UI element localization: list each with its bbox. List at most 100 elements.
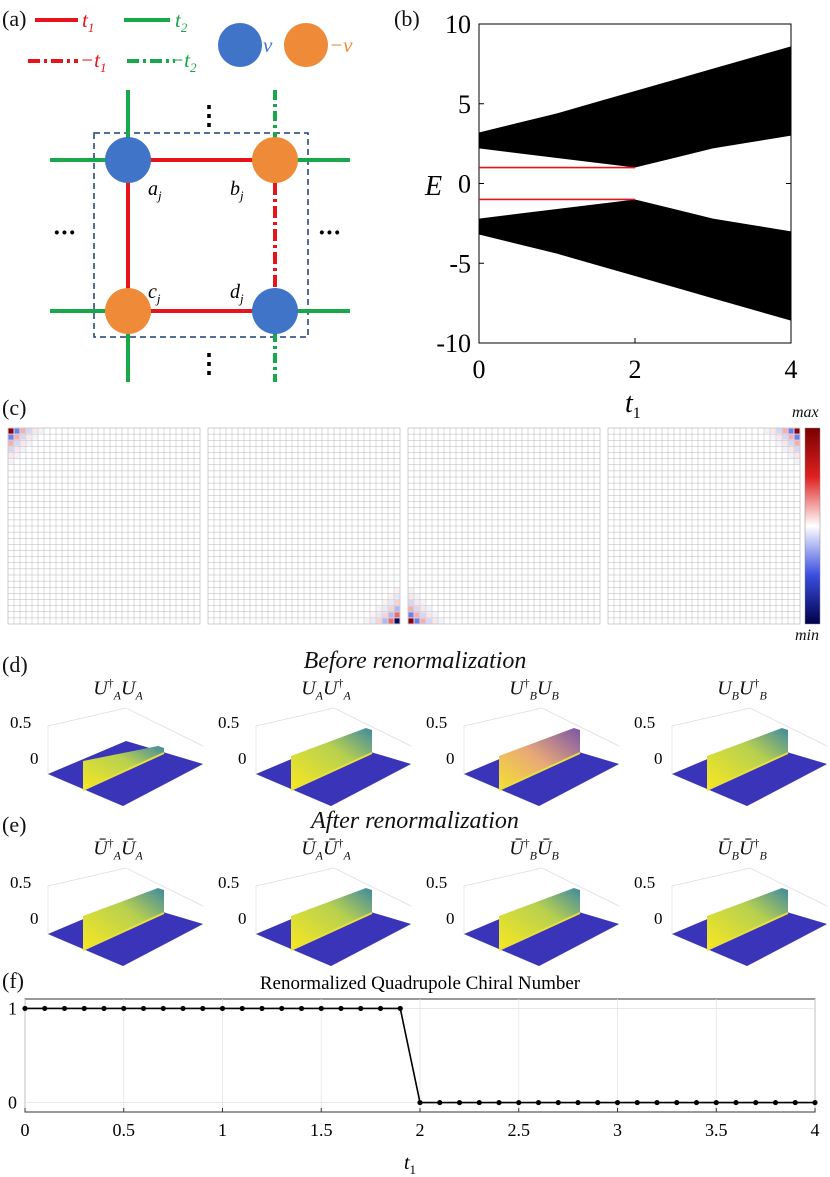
z-tick-label: 0: [30, 909, 39, 928]
heading-after: After renormalization: [311, 808, 519, 834]
chiral-x-tick-label: 0: [21, 1120, 30, 1140]
colorbar-min-label: min: [795, 627, 819, 644]
density-cell: [414, 593, 420, 599]
surface-floor: [256, 741, 411, 806]
site-c: [105, 288, 151, 334]
density-cell: [20, 428, 26, 434]
density-cell: [788, 428, 794, 434]
density-cell: [414, 606, 420, 612]
chiral-point: [200, 1005, 206, 1012]
chiral-point: [772, 1099, 779, 1106]
chiral-x-tick-label: 2.5: [508, 1120, 531, 1140]
z-tick-label: 0: [30, 749, 39, 768]
surface-ridge: [83, 888, 164, 950]
density-cell: [414, 600, 420, 606]
density-cell: [770, 428, 776, 434]
z-tick-label: 0.5: [218, 873, 239, 892]
panel-label-e: (e): [2, 812, 27, 837]
chiral-point: [437, 1099, 443, 1106]
surface-plot-2: 0.50: [218, 867, 412, 967]
density-cell: [794, 440, 800, 446]
density-cell: [364, 618, 370, 624]
chiral-x-tick-label: 3.5: [705, 1120, 728, 1140]
density-cell: [388, 606, 394, 612]
chiral-x-label: t1: [404, 1152, 416, 1177]
density-cell: [32, 428, 38, 434]
colorbar: [804, 427, 821, 625]
chiral-point: [674, 1099, 680, 1106]
surface-floor: [672, 741, 827, 806]
z-tick-label: 0.5: [426, 873, 447, 892]
ellipsis-right: ···: [318, 220, 341, 246]
z-tick-label: 0.5: [634, 713, 655, 732]
surface-ridge: [707, 728, 788, 790]
density-cell: [382, 600, 388, 606]
chiral-point: [456, 1099, 463, 1106]
density-cell: [414, 612, 420, 618]
chiral-point: [496, 1099, 502, 1106]
density-cell: [764, 428, 770, 434]
density-cell: [394, 587, 400, 593]
chiral-point: [61, 1005, 68, 1012]
spectrum-x-label: t1: [625, 388, 641, 420]
chiral-point: [140, 1005, 147, 1012]
chiral-point: [792, 1099, 798, 1106]
chiral-point: [417, 1099, 423, 1106]
density-cell: [788, 446, 794, 452]
chiral-point: [42, 1005, 48, 1012]
density-cell: [388, 593, 394, 599]
density-cell: [8, 453, 14, 459]
chiral-point: [516, 1099, 522, 1106]
chiral-point: [713, 1099, 719, 1106]
density-cell: [14, 446, 20, 452]
density-cell: [8, 446, 14, 452]
density-map-4: [607, 427, 801, 625]
surface-label-1: Ū†AŪA: [93, 836, 143, 863]
chiral-point: [812, 1099, 818, 1106]
chiral-point: [279, 1005, 285, 1012]
chiral-x-tick-label: 1: [218, 1120, 227, 1140]
spectrum-y-tick-label: 0: [458, 170, 471, 199]
ellipsis-bottom: ⋮: [196, 349, 222, 379]
density-cell: [14, 428, 20, 434]
chiral-point: [180, 1005, 186, 1012]
density-cell: [32, 434, 38, 440]
surface-ridge: [83, 746, 164, 790]
legend-text-neg-v: −v: [329, 33, 353, 57]
density-cell: [38, 428, 44, 434]
chiral-point: [22, 1005, 28, 1012]
surface-label-3: U†BUB: [509, 676, 559, 703]
surface-label-2: UAU†A: [301, 676, 351, 703]
unit-cell-box: [93, 132, 309, 338]
density-cell: [408, 600, 414, 606]
density-cell: [14, 440, 20, 446]
chiral-point: [358, 1005, 364, 1012]
density-maps: [7, 427, 821, 625]
spectrum-x-tick-label: 2: [629, 355, 642, 384]
surface-plot-3: 0.50: [426, 707, 620, 807]
chiral-point: [654, 1099, 660, 1106]
density-cell: [776, 440, 782, 446]
density-cell: [376, 606, 382, 612]
chiral-title: Renormalized Quadrupole Chiral Number: [260, 973, 581, 994]
density-cell: [376, 618, 382, 624]
density-cell: [394, 600, 400, 606]
z-tick-label: 0: [654, 749, 663, 768]
chiral-x-tick-label: 2: [416, 1120, 425, 1140]
chiral-point: [239, 1005, 245, 1012]
legend-dot-v: [218, 23, 262, 67]
z-tick-label: 0: [446, 909, 455, 928]
density-cell: [8, 459, 14, 465]
chiral-number-chart: Renormalized Quadrupole Chiral Number 1 0…: [8, 973, 820, 1177]
panel-label-f: (f): [2, 968, 24, 993]
density-cell: [438, 618, 444, 624]
spectrum-y-tick-label: -5: [449, 249, 471, 278]
z-tick-label: 0: [238, 909, 247, 928]
colorbar-max-label: max: [792, 404, 819, 421]
chiral-point: [397, 1005, 403, 1012]
density-cell: [26, 428, 32, 434]
density-cell: [382, 612, 388, 618]
density-cell: [794, 428, 800, 434]
label-b: bj: [230, 178, 244, 203]
density-cell: [20, 434, 26, 440]
